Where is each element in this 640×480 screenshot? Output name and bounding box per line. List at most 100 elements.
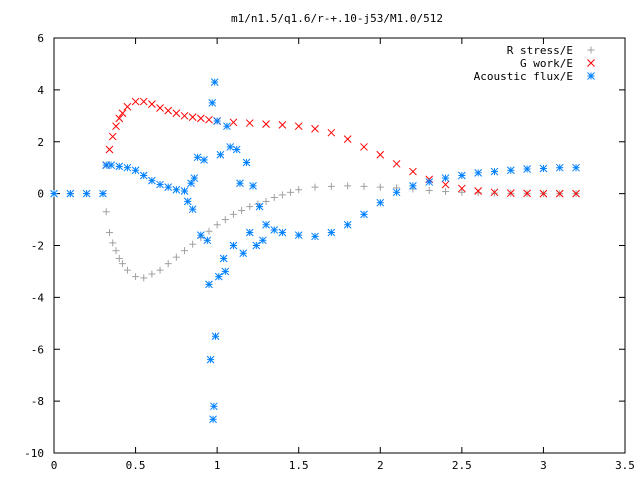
- data-point: [156, 180, 164, 189]
- data-point: [262, 220, 270, 229]
- series-1: [102, 97, 580, 198]
- data-point: [131, 166, 140, 175]
- data-point: [223, 122, 231, 131]
- data-point: [327, 128, 336, 137]
- series-layer: [50, 78, 580, 424]
- data-point: [360, 143, 368, 151]
- data-point: [203, 236, 212, 245]
- data-point: [343, 220, 352, 229]
- data-point: [210, 402, 218, 411]
- x-tick-label: 2.5: [452, 459, 472, 472]
- data-point: [200, 156, 208, 164]
- data-point: [180, 111, 189, 120]
- data-point: [252, 241, 261, 250]
- data-point: [232, 145, 241, 154]
- data-point: [311, 232, 319, 241]
- data-point: [188, 205, 197, 214]
- data-point: [425, 187, 433, 195]
- data-point: [278, 191, 286, 199]
- data-point: [183, 197, 192, 206]
- data-point: [360, 182, 368, 190]
- data-point: [209, 415, 217, 424]
- data-point: [425, 178, 434, 186]
- data-point: [311, 183, 319, 191]
- data-point: [327, 228, 336, 237]
- data-point: [255, 202, 264, 211]
- data-point: [190, 174, 199, 182]
- x-tick-label: 2: [377, 459, 384, 472]
- data-point: [392, 188, 401, 197]
- y-tick-label: 6: [37, 32, 44, 45]
- data-point: [172, 253, 180, 261]
- data-point: [245, 228, 254, 237]
- data-point: [294, 231, 303, 239]
- data-point: [180, 187, 189, 195]
- data-point: [506, 189, 515, 197]
- data-point: [107, 161, 115, 169]
- series-0: [50, 182, 580, 282]
- data-point: [123, 266, 131, 274]
- data-point: [109, 239, 117, 247]
- y-tick-label: -6: [31, 343, 44, 356]
- plot-area-border: [53, 37, 626, 454]
- data-point: [523, 189, 531, 198]
- data-point: [229, 210, 237, 218]
- data-point: [458, 188, 466, 196]
- data-point: [490, 189, 498, 197]
- data-point: [441, 180, 450, 189]
- x-tick-label: 3: [540, 459, 547, 472]
- data-point: [572, 163, 580, 172]
- data-point: [148, 270, 156, 278]
- data-point: [205, 280, 213, 289]
- data-point: [189, 240, 197, 248]
- data-point: [376, 150, 385, 159]
- data-point: [344, 182, 352, 190]
- data-point: [140, 274, 148, 282]
- series-2: [50, 78, 580, 424]
- y-tick-label: 0: [37, 188, 44, 201]
- data-point: [193, 153, 202, 162]
- data-point: [278, 121, 287, 129]
- data-point: [164, 106, 173, 115]
- x-tick-label: 1.5: [289, 459, 309, 472]
- data-point: [132, 273, 140, 281]
- data-point: [458, 184, 466, 193]
- data-point: [164, 260, 172, 268]
- data-point: [221, 267, 230, 276]
- data-point: [506, 166, 515, 175]
- data-point: [490, 167, 499, 176]
- data-point: [226, 143, 235, 151]
- data-point: [148, 100, 156, 108]
- data-point: [270, 194, 278, 202]
- data-point: [458, 171, 466, 180]
- data-point: [196, 231, 205, 239]
- data-point: [343, 135, 352, 144]
- legend-marker: [587, 46, 595, 54]
- data-point: [115, 254, 123, 262]
- legend-marker: [587, 72, 595, 80]
- legend-marker: [587, 59, 595, 67]
- data-point: [523, 165, 531, 173]
- data-point: [172, 185, 181, 194]
- data-point: [123, 163, 132, 172]
- data-point: [539, 164, 548, 173]
- x-tick-label: 0.5: [126, 459, 146, 472]
- data-point: [115, 114, 124, 123]
- data-point: [105, 229, 113, 237]
- data-point: [555, 189, 564, 198]
- legend-label: R stress/E: [507, 44, 573, 57]
- data-point: [278, 228, 287, 237]
- axes: 0 0.5 1 1.5 2 2.5 3 3.5 -10 -8 -6 -4 -2 0 2 4 6: [24, 32, 635, 472]
- data-point: [246, 203, 254, 211]
- data-point: [123, 102, 132, 111]
- data-point: [258, 236, 267, 245]
- data-point: [555, 163, 564, 172]
- data-point: [205, 115, 213, 124]
- data-point: [238, 206, 246, 214]
- data-point: [213, 221, 221, 229]
- data-point: [442, 188, 450, 196]
- data-point: [242, 158, 251, 167]
- data-point: [236, 179, 244, 188]
- data-point: [102, 208, 110, 216]
